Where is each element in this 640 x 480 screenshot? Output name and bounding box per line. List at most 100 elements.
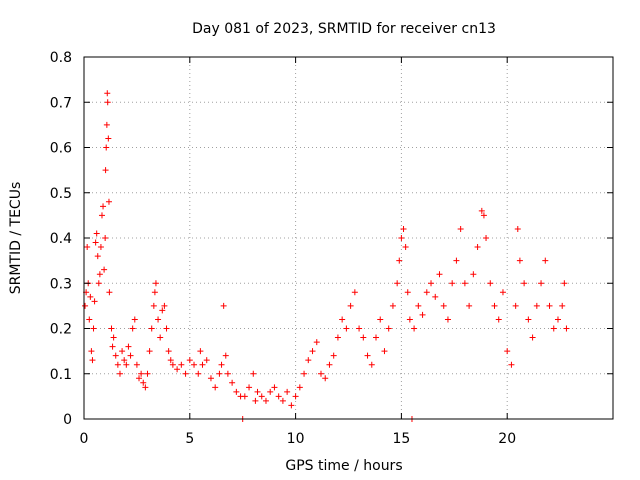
- data-point: [415, 302, 422, 309]
- data-point: [470, 271, 477, 278]
- data-point: [161, 302, 168, 309]
- data-point: [220, 302, 227, 309]
- x-tick-label: 20: [498, 431, 516, 447]
- data-point: [197, 348, 204, 355]
- y-axis-label: SRMTID / TECUs: [8, 182, 24, 295]
- y-tick-label: 0: [63, 412, 72, 428]
- data-point: [288, 402, 295, 409]
- data-point: [96, 271, 103, 278]
- data-point: [216, 370, 223, 377]
- data-point: [368, 361, 375, 368]
- data-point: [246, 384, 253, 391]
- data-point: [165, 348, 172, 355]
- x-tick-label: 10: [287, 431, 305, 447]
- data-point: [84, 244, 91, 251]
- data-point: [114, 361, 121, 368]
- data-point: [343, 325, 350, 332]
- data-point: [178, 361, 185, 368]
- data-point: [440, 302, 447, 309]
- data-point: [432, 293, 439, 300]
- data-point: [326, 361, 333, 368]
- data-point: [142, 384, 149, 391]
- data-point: [241, 393, 248, 400]
- data-point: [546, 302, 553, 309]
- data-point: [167, 357, 174, 364]
- data-point: [334, 334, 341, 341]
- data-point: [275, 393, 282, 400]
- data-point: [347, 302, 354, 309]
- data-point: [313, 339, 320, 346]
- data-point: [423, 289, 430, 296]
- data-point: [88, 348, 95, 355]
- data-point: [97, 244, 104, 251]
- data-point: [296, 384, 303, 391]
- data-point: [119, 348, 126, 355]
- data-point: [525, 316, 532, 323]
- data-point: [104, 99, 111, 106]
- data-point: [150, 302, 157, 309]
- data-point: [309, 348, 316, 355]
- x-tick-label: 0: [80, 431, 89, 447]
- data-point: [396, 257, 403, 264]
- y-tick-label: 0.8: [50, 50, 72, 66]
- data-point: [182, 370, 189, 377]
- data-point: [89, 357, 96, 364]
- data-point: [339, 316, 346, 323]
- data-point: [159, 307, 166, 314]
- data-point: [444, 316, 451, 323]
- data-point: [449, 280, 456, 287]
- data-point: [252, 397, 259, 404]
- data-point: [487, 280, 494, 287]
- data-point: [112, 352, 119, 359]
- y-tick-label: 0.5: [50, 186, 72, 202]
- data-point: [457, 225, 464, 232]
- data-point: [356, 325, 363, 332]
- data-point: [229, 379, 236, 386]
- data-point: [82, 302, 89, 309]
- data-point: [351, 289, 358, 296]
- x-tick-label: 15: [392, 431, 410, 447]
- data-point: [411, 325, 418, 332]
- data-point: [116, 370, 123, 377]
- data-point: [212, 384, 219, 391]
- data-point: [191, 361, 198, 368]
- data-point: [389, 302, 396, 309]
- data-point: [428, 280, 435, 287]
- data-point: [163, 325, 170, 332]
- data-point: [207, 375, 214, 382]
- data-point: [87, 293, 94, 300]
- data-point: [330, 352, 337, 359]
- data-point: [105, 198, 112, 205]
- data-point: [169, 361, 176, 368]
- data-point: [254, 388, 261, 395]
- data-points: [82, 90, 570, 422]
- data-point: [199, 361, 206, 368]
- data-point: [233, 388, 240, 395]
- x-tick-label: 5: [185, 431, 194, 447]
- x-axis-ticks: 0 5 10 15 20: [80, 57, 516, 447]
- data-point: [94, 253, 101, 260]
- data-point: [538, 280, 545, 287]
- data-point: [92, 239, 99, 246]
- data-point: [258, 393, 265, 400]
- data-point: [155, 316, 162, 323]
- data-point: [305, 357, 312, 364]
- data-point: [127, 352, 134, 359]
- y-tick-label: 0.3: [50, 276, 72, 292]
- data-point: [394, 280, 401, 287]
- data-point: [90, 325, 97, 332]
- data-point: [480, 212, 487, 219]
- data-point: [271, 384, 278, 391]
- data-point: [148, 325, 155, 332]
- data-point: [151, 289, 158, 296]
- data-point: [102, 167, 109, 174]
- data-point: [267, 388, 274, 395]
- data-point: [222, 352, 229, 359]
- data-point: [186, 357, 193, 364]
- data-point: [250, 370, 257, 377]
- data-point: [512, 302, 519, 309]
- data-point: [262, 397, 269, 404]
- data-point: [125, 343, 132, 350]
- data-point: [561, 280, 568, 287]
